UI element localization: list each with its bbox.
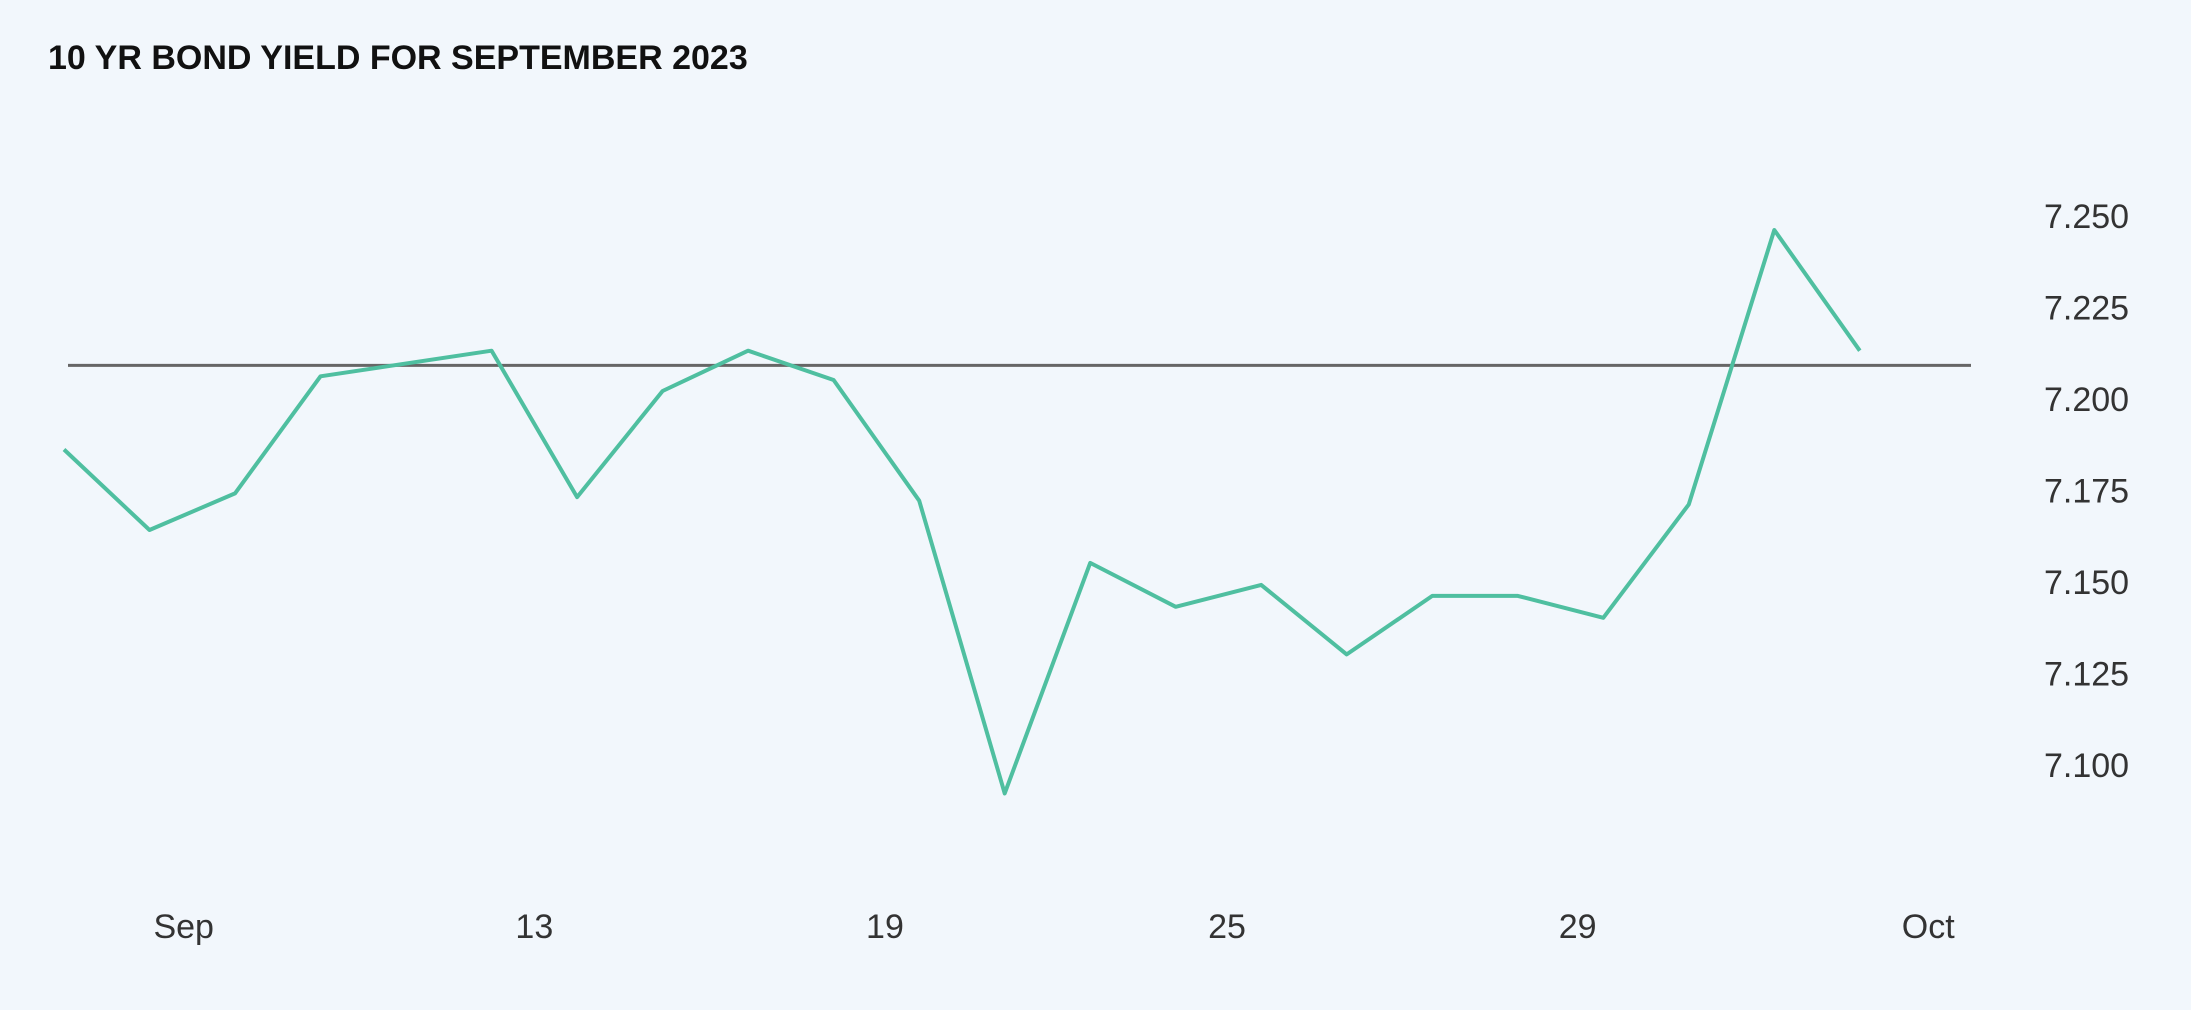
- x-tick-label: 29: [1559, 908, 1597, 946]
- y-tick-label: 7.250: [2044, 198, 2129, 236]
- x-tick-label: 19: [866, 908, 904, 946]
- y-tick-label: 7.125: [2044, 655, 2129, 693]
- x-tick-label: Sep: [153, 908, 214, 946]
- x-tick-label: 13: [515, 908, 553, 946]
- chart-title: 10 YR BOND YIELD FOR SEPTEMBER 2023: [48, 39, 748, 77]
- y-tick-label: 7.150: [2044, 564, 2129, 602]
- y-tick-label: 7.175: [2044, 472, 2129, 510]
- y-tick-label: 7.100: [2044, 747, 2129, 785]
- y-tick-label: 7.225: [2044, 289, 2129, 327]
- y-tick-label: 7.200: [2044, 381, 2129, 419]
- x-tick-label: 25: [1208, 908, 1246, 946]
- x-tick-label: Oct: [1902, 908, 1955, 946]
- line-series: [62, 228, 1862, 796]
